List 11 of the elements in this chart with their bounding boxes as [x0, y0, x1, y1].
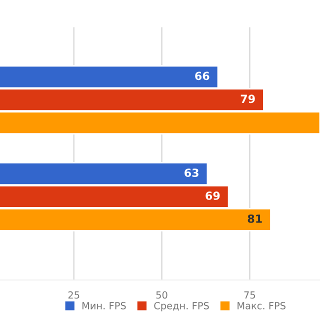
x-tick-label: 75 — [244, 291, 256, 299]
data-label: 79 — [240, 94, 255, 104]
data-label: 81 — [248, 214, 262, 223]
legend-label: Средн. FPS — [154, 302, 209, 312]
x-tick-label: 50 — [156, 291, 168, 299]
data-label: 69 — [206, 192, 220, 200]
legend-label: Макс. FPS — [238, 302, 286, 310]
data-label: 63 — [184, 168, 198, 177]
legend-label: Мин. FPS — [82, 302, 126, 310]
data-label: 66 — [195, 72, 210, 80]
x-tick-label: 25 — [68, 291, 80, 299]
